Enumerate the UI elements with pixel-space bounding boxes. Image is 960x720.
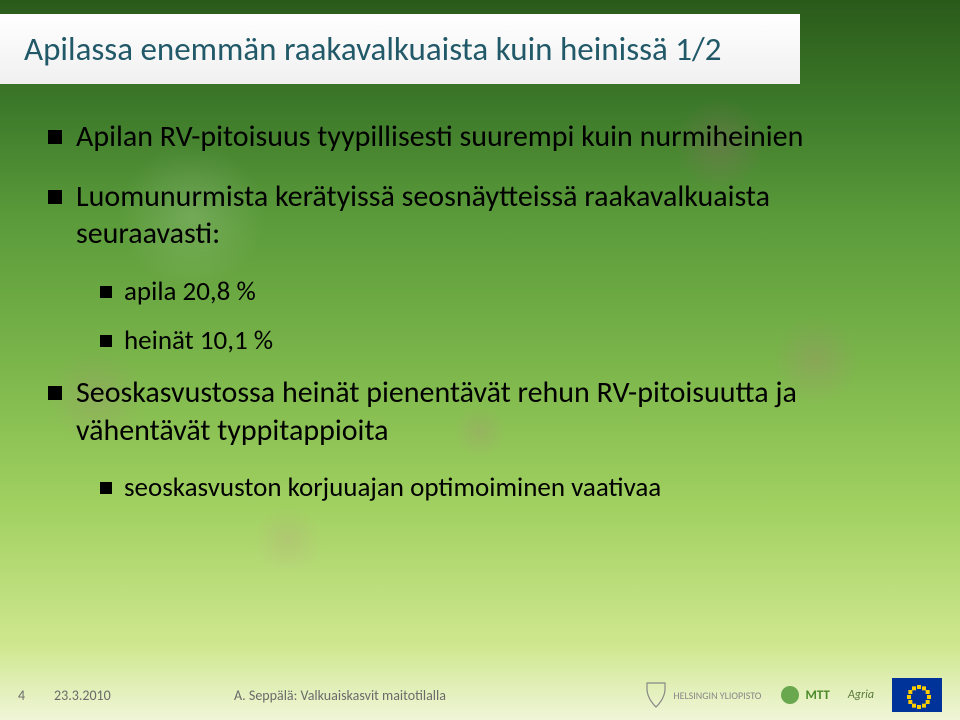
agria-logo: Agria <box>848 688 874 702</box>
bullet-square-icon <box>48 386 62 400</box>
eu-stars <box>905 683 929 707</box>
bullet-item: apila 20,8 % <box>100 275 900 309</box>
page-number: 4 <box>18 687 42 704</box>
bullet-text: apila 20,8 % <box>124 275 256 309</box>
slide: Apilassa enemmän raakavalkuaista kuin he… <box>0 0 960 720</box>
bullet-square-icon <box>100 335 112 347</box>
bullet-square-icon <box>100 482 112 494</box>
bullet-text: Seoskasvustossa heinät pienentävät rehun… <box>76 374 900 449</box>
bullet-item: seoskasvuston korjuuajan optimoiminen va… <box>100 471 900 505</box>
bullet-item: heinät 10,1 % <box>100 324 900 358</box>
eu-flag-icon <box>892 678 942 712</box>
slide-footer: 4 23.3.2010 A. Seppälä: Valkuaiskasvit m… <box>0 678 960 720</box>
bullet-square-icon <box>48 130 62 144</box>
bullet-text: seoskasvuston korjuuajan optimoiminen va… <box>124 471 661 505</box>
bullet-square-icon <box>100 286 112 298</box>
mtt-logo: MTT <box>779 684 829 706</box>
footer-logos: HELSINGIN YLIOPISTO MTT Agria <box>643 678 942 712</box>
mtt-logo-text: MTT <box>805 688 829 703</box>
helsinki-logo: HELSINGIN YLIOPISTO <box>643 681 761 709</box>
bullet-square-icon <box>48 190 62 204</box>
agria-logo-text: Agria <box>848 688 874 702</box>
footer-author: A. Seppälä: Valkuaiskasvit maitotilalla <box>234 687 643 704</box>
slide-title: Apilassa enemmän raakavalkuaista kuin he… <box>24 29 721 69</box>
bullet-text: Apilan RV-pitoisuus tyypillisesti suurem… <box>76 118 803 156</box>
footer-date: 23.3.2010 <box>54 687 144 704</box>
slide-body: Apilan RV-pitoisuus tyypillisesti suurem… <box>48 118 900 521</box>
bullet-item: Apilan RV-pitoisuus tyypillisesti suurem… <box>48 118 900 156</box>
title-bar: Apilassa enemmän raakavalkuaista kuin he… <box>0 14 800 84</box>
bullet-item: Seoskasvustossa heinät pienentävät rehun… <box>48 374 900 449</box>
bullet-text: heinät 10,1 % <box>124 324 273 358</box>
bullet-text: Luomunurmista kerätyissä seosnäytteissä … <box>76 178 900 253</box>
bullet-item: Luomunurmista kerätyissä seosnäytteissä … <box>48 178 900 253</box>
helsinki-logo-text: HELSINGIN YLIOPISTO <box>673 689 761 702</box>
